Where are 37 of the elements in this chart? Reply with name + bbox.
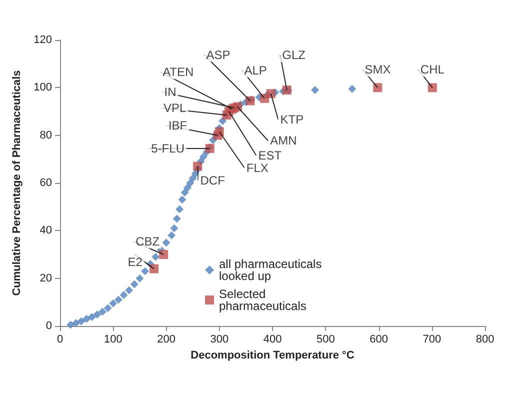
- legend-label: all pharmaceuticals looked up: [219, 257, 326, 283]
- annotation: GLZ: [282, 48, 306, 62]
- y-tick-label: 20: [40, 272, 52, 284]
- x-axis-title: Decomposition Temperature °C: [190, 349, 354, 362]
- x-tick-label: 200: [157, 334, 176, 346]
- x-tick-label: 100: [104, 334, 122, 346]
- annotation: ALP: [244, 63, 267, 78]
- y-tick-label: 80: [40, 129, 52, 142]
- x-tick-label: 700: [422, 334, 442, 346]
- legend-label: Selected pharmaceuticals: [219, 287, 306, 313]
- y-tick-label: 120: [34, 34, 52, 46]
- annotation: IN: [164, 84, 176, 99]
- x-tick-label: 800: [476, 334, 494, 346]
- annotation: SMX: [364, 62, 391, 77]
- annotation: AMN: [270, 134, 297, 148]
- y-tick-label: 100: [34, 82, 52, 94]
- x-tick-label: 300: [210, 334, 229, 346]
- y-tick-label: 60: [40, 177, 52, 189]
- y-tick-label: 40: [40, 224, 52, 237]
- annotation: KTP: [280, 112, 304, 127]
- x-tick-label: 400: [263, 334, 282, 346]
- annotation: IBF: [168, 118, 188, 132]
- annotation: 5-FLU: [151, 141, 184, 156]
- annotation: E2: [128, 254, 143, 269]
- annotation: VPL: [163, 101, 186, 116]
- annotation: CHL: [420, 62, 445, 77]
- annotation: DCF: [200, 173, 225, 188]
- x-tick-label: 500: [316, 334, 335, 346]
- annotation: EST: [258, 148, 282, 162]
- x-tick-label: 0: [56, 334, 64, 346]
- y-tick-label: 0: [46, 320, 52, 332]
- x-tick-label: 600: [370, 334, 388, 346]
- annotation: CBZ: [136, 234, 160, 248]
- annotation: ATEN: [162, 65, 194, 80]
- y-axis-title: Cumulative Percentage of Pharmaceuticals: [11, 70, 24, 296]
- annotation: FLX: [246, 160, 268, 175]
- annotation: ASP: [206, 48, 230, 62]
